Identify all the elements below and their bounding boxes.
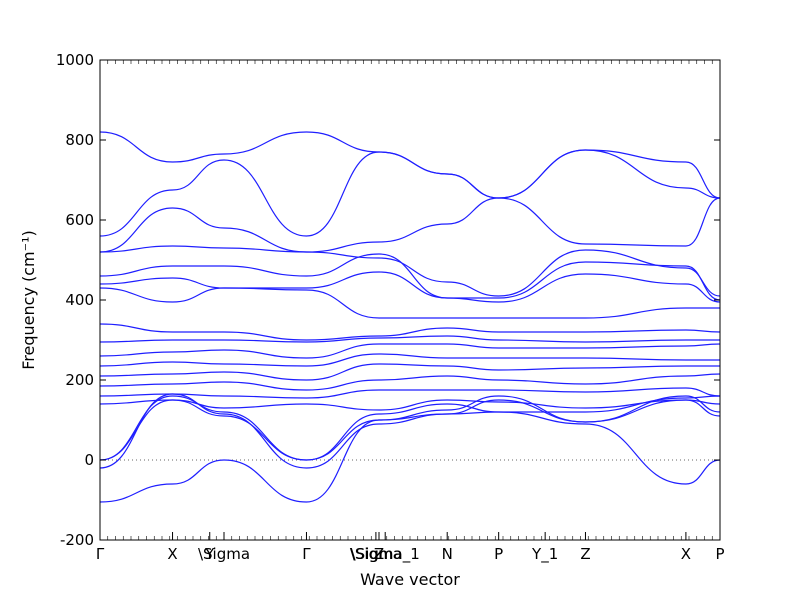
band-12 [99,363,720,381]
band-15 [99,399,721,411]
band-6 [99,271,721,303]
x-axis-label: Wave vector [360,570,460,589]
plot-area [99,59,721,541]
band-1 [99,131,721,199]
y-tick-label: -200 [60,531,94,549]
y-tick-label: 800 [65,131,94,149]
band-4 [99,245,721,297]
x-tick-label: N [442,545,453,563]
x-tick-label: Y_1 [531,545,558,564]
band-16 [99,395,721,461]
band-9 [99,335,720,343]
y-tick-label: 0 [84,451,94,469]
band-14 [99,387,721,399]
x-tick-label: X [681,545,691,563]
y-tick-label: 600 [65,211,94,229]
x-tick-label: P [494,545,503,563]
x-tick-label: P [715,545,724,563]
x-tick-label: \Sigma [350,545,402,563]
y-axis-label: Frequency (cm⁻¹) [19,230,38,369]
x-tick-label: Γ [96,545,105,563]
y-axis-ticks: -200 0 200 400 600 800 1000 [56,51,720,549]
x-tick-label: X [167,545,177,563]
x-tick-label: \Sigma [198,545,250,563]
x-tick-label: Γ [302,545,311,563]
band-3 [99,197,721,253]
x-tick-label: Z [374,545,384,563]
y-tick-label: 200 [65,371,94,389]
y-tick-label: 400 [65,291,94,309]
band-5 [99,253,721,301]
band-8 [99,323,721,341]
band-18 [99,393,721,469]
band-10 [99,343,721,359]
band-19 [99,411,721,503]
band-11 [99,353,720,367]
x-tick-label: Z [580,545,590,563]
band-7 [99,287,720,319]
x-tick-label: Y [204,545,215,563]
band-2 [99,149,721,237]
band-13 [99,373,721,391]
x-tick-label: \Sigma_1 [351,545,420,564]
y-tick-label: 1000 [56,51,94,69]
band-17 [99,395,721,461]
plot-frame [99,59,721,541]
